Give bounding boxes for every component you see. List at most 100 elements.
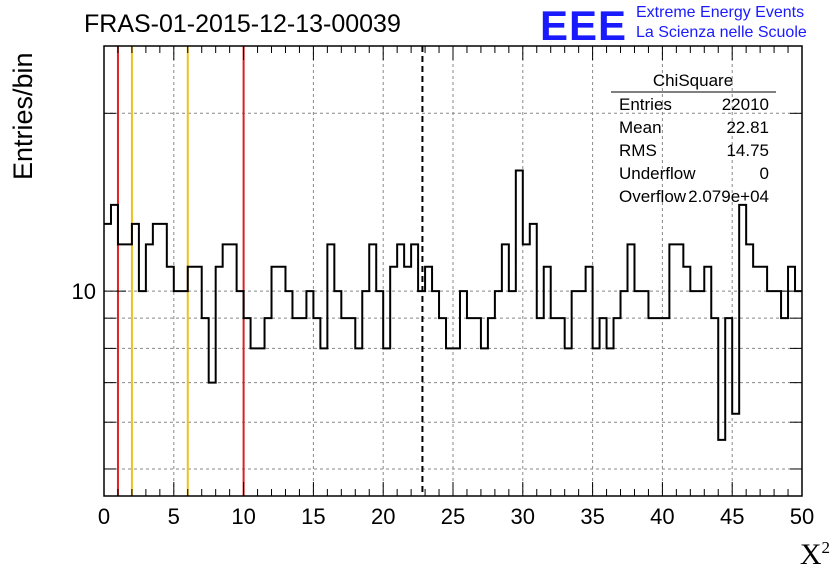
histogram-bin xyxy=(209,383,216,496)
x-tick-label: 50 xyxy=(790,504,814,529)
histogram-bin xyxy=(188,267,195,496)
x-tick-label: 30 xyxy=(511,504,535,529)
histogram-bin xyxy=(341,318,348,496)
histogram-bin xyxy=(327,244,334,496)
x-tick-label: 40 xyxy=(650,504,674,529)
histogram-bin xyxy=(704,267,711,496)
eee-logo-line1: Extreme Energy Events xyxy=(636,4,805,21)
histogram-bin xyxy=(495,291,502,496)
histogram-bin xyxy=(467,318,474,496)
stats-title: ChiSquare xyxy=(653,71,733,90)
stats-value-mean: 22.81 xyxy=(726,118,769,137)
histogram-bin xyxy=(641,291,648,496)
histogram-bin xyxy=(753,267,760,496)
histogram-bin xyxy=(746,244,753,496)
histogram-bin xyxy=(586,267,593,496)
histogram-bin xyxy=(439,318,446,496)
histogram-bin xyxy=(544,267,551,496)
stats-value-underflow: 0 xyxy=(760,164,769,183)
histogram-bin xyxy=(760,267,767,496)
histogram-bin xyxy=(195,267,202,496)
stats-label-underflow: Underflow xyxy=(619,164,696,183)
x-tick-label: 15 xyxy=(301,504,325,529)
histogram-bin xyxy=(593,348,600,496)
histogram-bin xyxy=(174,291,181,496)
histogram-bin xyxy=(306,291,313,496)
histogram-bin xyxy=(292,318,299,496)
histogram-bin xyxy=(558,318,565,496)
histogram-bin xyxy=(390,267,397,496)
histogram-bin xyxy=(648,318,655,496)
histogram-bin xyxy=(397,244,404,496)
histogram-bin xyxy=(551,318,558,496)
histogram-bin xyxy=(530,224,537,496)
histogram-bin xyxy=(111,205,118,496)
x-tick-label: 25 xyxy=(441,504,465,529)
x-tick-label: 45 xyxy=(720,504,744,529)
x-tick-label: 0 xyxy=(98,504,110,529)
histogram-bin xyxy=(572,291,579,496)
histogram-bin xyxy=(460,291,467,496)
histogram-bin xyxy=(160,224,167,496)
histogram-bin xyxy=(216,267,223,496)
histogram-bin xyxy=(167,267,174,496)
axes: 0 5 10 15 20 25 30 35 40 45 50 10 xyxy=(72,45,814,529)
histogram-bin xyxy=(355,348,362,496)
histogram-bin xyxy=(676,244,683,496)
histogram-bin xyxy=(223,244,230,496)
histogram-bin xyxy=(669,244,676,496)
histogram-bin xyxy=(265,318,272,496)
histogram-bin xyxy=(509,291,516,496)
histogram-bin xyxy=(348,318,355,496)
histogram-bin xyxy=(718,440,725,496)
stats-value-rms: 14.75 xyxy=(726,141,769,160)
histogram-bin xyxy=(104,224,111,496)
histogram-bin xyxy=(272,267,279,496)
stats-label-rms: RMS xyxy=(619,141,657,160)
eee-logo-line2: La Scienza nelle Scuole xyxy=(636,24,807,41)
x-tick-label: 20 xyxy=(371,504,395,529)
histogram-bin xyxy=(279,267,286,496)
histogram-bin xyxy=(767,291,774,496)
x-axis-label-base: X xyxy=(799,538,822,571)
histogram-bin xyxy=(237,291,244,496)
histogram-bin xyxy=(334,291,341,496)
histogram-bin xyxy=(446,348,453,496)
histogram-bin xyxy=(481,348,488,496)
histogram-bin xyxy=(404,267,411,496)
histogram-bin xyxy=(662,318,669,496)
x-axis-label: X2 xyxy=(800,538,830,572)
histogram-bin xyxy=(258,348,265,496)
histogram-bin xyxy=(502,244,509,496)
histogram-bin xyxy=(697,291,704,496)
histogram-bin xyxy=(285,291,292,496)
histogram-bin xyxy=(781,318,788,496)
histogram-bin xyxy=(565,348,572,496)
histogram-bin xyxy=(320,348,327,496)
histogram-bin xyxy=(132,224,139,496)
histogram-bin xyxy=(537,318,544,496)
histogram-bars xyxy=(104,169,802,496)
histogram-bin xyxy=(453,348,460,496)
stats-value-overflow: 2.079e+04 xyxy=(688,187,769,206)
histogram-bin xyxy=(516,171,523,496)
stats-label-mean: Mean xyxy=(619,118,662,137)
histogram-bin xyxy=(788,267,795,496)
histogram-bin xyxy=(725,318,732,496)
histogram-bin xyxy=(621,291,628,496)
x-tick-label: 10 xyxy=(231,504,255,529)
histogram-bin xyxy=(202,318,209,496)
histogram-bin xyxy=(600,318,607,496)
chart-title: FRAS-01-2015-12-13-00039 xyxy=(84,10,401,38)
histogram-bin xyxy=(523,244,530,496)
y-tick-label: 10 xyxy=(72,279,96,304)
histogram-bin xyxy=(251,348,258,496)
histogram-bin xyxy=(474,318,481,496)
histogram-bin xyxy=(655,318,662,496)
histogram-bin xyxy=(732,414,739,496)
histogram-bin xyxy=(244,318,251,496)
histogram-bin xyxy=(425,267,432,496)
x-axis-label-superscript: 2 xyxy=(821,538,831,557)
histogram-bin xyxy=(614,318,621,496)
